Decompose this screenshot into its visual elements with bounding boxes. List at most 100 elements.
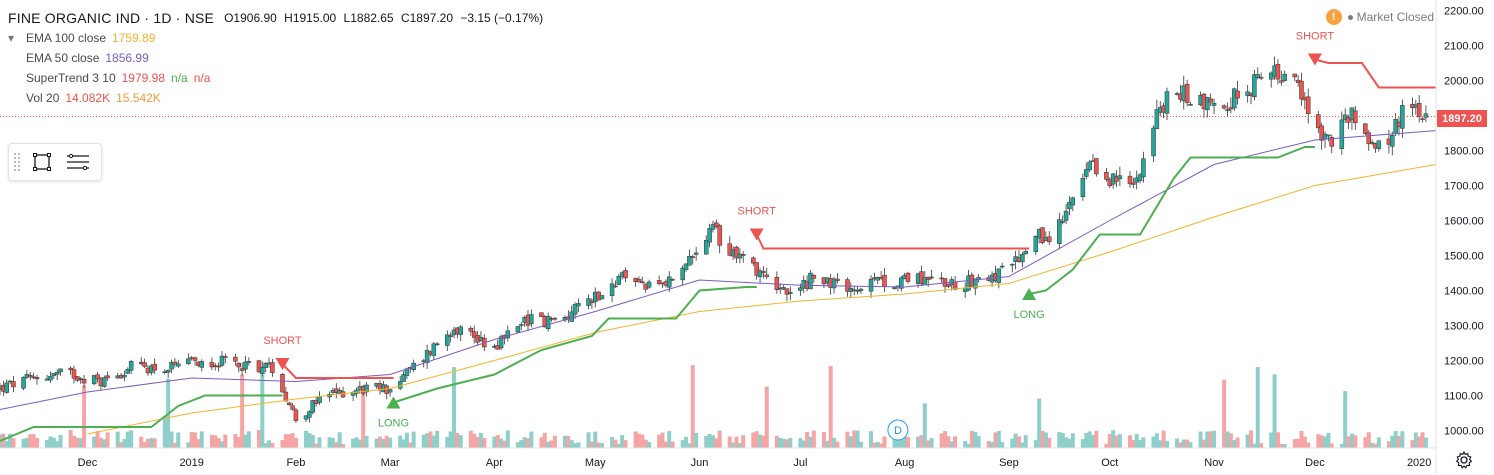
candle-body — [21, 377, 26, 389]
volume-bar — [1306, 442, 1311, 448]
candle-body — [717, 225, 722, 246]
candle — [683, 263, 689, 272]
volume-bar — [781, 438, 786, 448]
price-tick-label: 2000.00 — [1444, 76, 1484, 88]
volume-bar — [186, 442, 191, 448]
candle-body — [122, 374, 127, 378]
volume-bar — [246, 431, 251, 448]
candle-body — [256, 360, 262, 373]
lines-menu-icon[interactable] — [63, 147, 93, 177]
volume-bar — [287, 434, 292, 448]
volume-bar — [478, 433, 483, 448]
candle-body — [646, 281, 652, 288]
volume-bar — [307, 433, 312, 448]
candle-body — [1205, 97, 1210, 111]
volume-bar — [969, 430, 974, 448]
rectangle-icon[interactable] — [27, 147, 57, 177]
ema50-row[interactable]: EMA 50 close 1856.99 — [8, 48, 547, 68]
ema100-line — [87, 164, 1437, 435]
volume-bar — [31, 434, 36, 448]
volume-row[interactable]: Vol 20 14.082K 15.542K — [8, 88, 547, 108]
volume-bar — [902, 436, 907, 448]
candle-body — [875, 277, 880, 281]
candle — [21, 376, 26, 391]
candle-body — [1154, 109, 1160, 130]
supertrend-row[interactable]: SuperTrend 3 10 1979.98 n/a n/a — [8, 68, 547, 88]
high-value: H1915.00 — [284, 11, 337, 25]
volume-bar — [525, 438, 530, 448]
volume-bar — [976, 436, 981, 448]
candle — [340, 386, 346, 399]
volume-bar — [821, 432, 826, 448]
volume-bar — [1161, 430, 1166, 448]
candle-body — [740, 254, 746, 256]
candle — [519, 321, 524, 331]
drag-handle[interactable] — [13, 152, 21, 172]
candle-body — [243, 361, 248, 370]
volume-bar — [515, 442, 520, 448]
volume-bar — [610, 437, 615, 448]
candle — [613, 280, 618, 288]
candle — [1151, 125, 1156, 163]
candle — [317, 391, 322, 405]
volume-bar — [21, 438, 26, 448]
candle-body — [270, 362, 275, 373]
candle — [1258, 72, 1264, 81]
volume-bar — [45, 439, 50, 448]
candle-body — [364, 384, 369, 393]
dividend-marker[interactable]: D — [887, 419, 909, 441]
candle-body — [737, 253, 743, 259]
candle-body — [683, 263, 689, 270]
candle-body — [68, 367, 73, 371]
volume-bar — [1299, 430, 1304, 448]
volume-bar — [1397, 435, 1402, 448]
ema100-row[interactable]: ▾ EMA 100 close 1759.89 — [8, 28, 547, 48]
warning-icon[interactable]: ! — [1325, 9, 1342, 25]
candle-body — [239, 368, 245, 371]
candle-body — [34, 377, 40, 380]
candle — [11, 376, 16, 393]
candle — [1205, 96, 1210, 118]
volume-bar — [1400, 431, 1405, 448]
chart-legend: FINE ORGANIC IND · 1D · NSE O1906.90 H19… — [8, 8, 547, 108]
volume-bar — [828, 366, 833, 448]
gear-icon[interactable] — [1454, 450, 1474, 470]
volume-bar — [293, 438, 298, 448]
candle-body — [687, 255, 692, 266]
supertrend-up-line — [1028, 146, 1315, 295]
volume-bar — [684, 436, 689, 448]
price-tick-label: 2200.00 — [1444, 6, 1484, 18]
volume-bar — [1346, 436, 1351, 448]
candle-body — [246, 361, 252, 363]
collapse-legend-icon[interactable]: ▾ — [8, 31, 15, 45]
volume-bar — [737, 443, 742, 448]
candle — [142, 358, 147, 369]
volume-bar — [542, 432, 547, 448]
volume-bar — [1094, 430, 1099, 448]
volume-bar — [364, 435, 369, 448]
candle-body — [290, 405, 295, 410]
volume-bar — [667, 431, 672, 448]
candle — [875, 276, 880, 285]
candle-body — [445, 334, 450, 346]
market-status[interactable]: ! Market Closed — [1325, 9, 1434, 25]
candle-body — [1366, 132, 1371, 145]
price-tick-label: 1500.00 — [1444, 251, 1484, 263]
volume-bar — [1393, 431, 1398, 448]
volume-bar — [1255, 367, 1260, 448]
candle-body — [448, 335, 453, 337]
volume-bar — [1010, 438, 1015, 448]
volume-bar — [1370, 442, 1375, 448]
candle — [128, 359, 134, 375]
candle-body — [1033, 236, 1039, 253]
symbol-title[interactable]: FINE ORGANIC IND · 1D · NSE — [8, 10, 215, 26]
volume-bar — [1158, 440, 1163, 448]
volume-bar — [1326, 432, 1331, 448]
volume-bar — [71, 435, 76, 448]
volume-bar — [152, 438, 157, 448]
volume-bar — [304, 430, 309, 448]
candle — [471, 325, 477, 344]
volume-bar — [1087, 431, 1092, 448]
candle-body — [1188, 104, 1193, 106]
